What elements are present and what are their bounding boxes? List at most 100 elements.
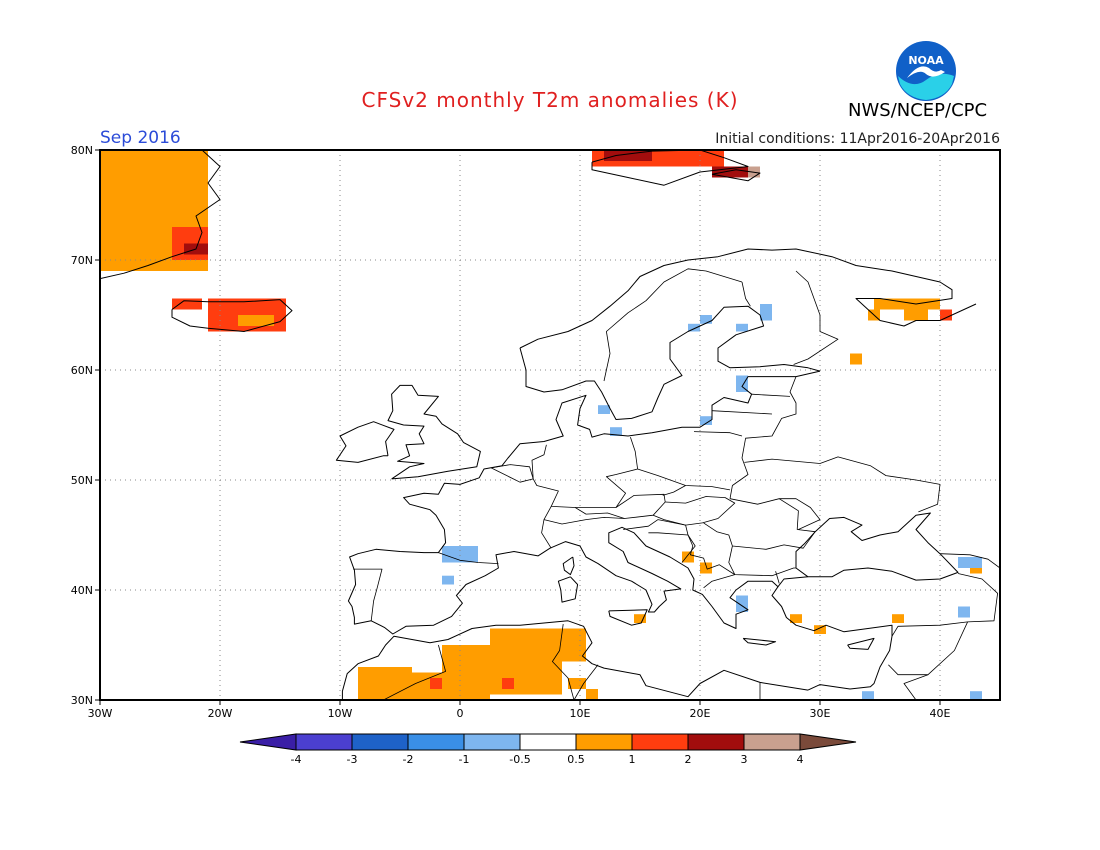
country-border <box>543 517 625 525</box>
lat-tick-label: 80N <box>71 144 93 157</box>
colorbar-arrow-low <box>239 733 297 751</box>
country-border <box>353 568 383 621</box>
anomaly-cell <box>172 298 202 310</box>
coastline <box>771 586 893 691</box>
country-border <box>653 496 736 526</box>
lon-tick-label: 20E <box>690 707 711 720</box>
country-border <box>729 376 797 499</box>
anomaly-cell <box>874 298 940 310</box>
country-border <box>891 573 998 637</box>
country-border <box>531 436 638 508</box>
lon-tick-label: 10E <box>570 707 591 720</box>
anomaly-cell <box>502 678 514 689</box>
coastline <box>562 556 575 576</box>
anomaly-cell <box>610 427 622 436</box>
lat-tick-label: 40N <box>71 584 93 597</box>
coastline <box>347 370 821 635</box>
chart-title: CFSv2 monthly T2m anomalies (K) <box>361 88 739 112</box>
country-border <box>574 493 666 519</box>
lat-tick-label: 60N <box>71 364 93 377</box>
colorbar-label: 1 <box>629 753 636 766</box>
org-label: NWS/NCEP/CPC <box>848 100 988 121</box>
anomaly-cell <box>700 416 712 425</box>
anomaly-cell <box>688 323 700 332</box>
anomaly-cell <box>904 309 928 321</box>
lon-tick-label: 10W <box>328 707 353 720</box>
coastline <box>711 169 761 182</box>
anomaly-cell <box>238 315 274 326</box>
map-frame <box>99 149 1001 701</box>
anomaly-cell <box>850 353 862 365</box>
coastline <box>519 305 821 420</box>
coastline <box>608 609 648 626</box>
anomaly-cell <box>862 691 874 700</box>
anomaly-cell <box>958 606 970 618</box>
country-border <box>903 674 929 700</box>
colorbar-bin <box>351 733 409 751</box>
lat-tick-label: 50N <box>71 474 93 487</box>
anomaly-cell <box>892 614 904 623</box>
anomaly-cell <box>700 562 712 574</box>
anomaly-cell <box>682 551 694 563</box>
coastline <box>341 620 809 700</box>
lon-tick-label: 40E <box>930 707 951 720</box>
anomaly-cell <box>442 546 478 563</box>
colorbar-bin <box>743 733 801 751</box>
colorbar-label: 0.5 <box>567 753 585 766</box>
coastline <box>171 299 293 332</box>
anomaly-cell <box>442 575 454 585</box>
coastline <box>591 150 749 186</box>
country-border <box>382 644 447 700</box>
colorbar-label: -3 <box>347 753 358 766</box>
country-border <box>662 485 686 496</box>
anomaly-cell <box>940 309 952 321</box>
anomaly-cell <box>700 315 712 324</box>
colorbar-bin <box>687 733 745 751</box>
anomaly-cell <box>760 304 772 321</box>
colorbar-bin <box>631 733 689 751</box>
country-border <box>703 498 816 550</box>
lon-tick-label: 30E <box>810 707 831 720</box>
country-border <box>603 268 743 382</box>
svg-text:NOAA: NOAA <box>908 54 944 67</box>
anomaly-cell <box>958 557 982 568</box>
country-border <box>728 545 796 577</box>
anomaly-cell <box>736 595 748 612</box>
country-border <box>648 532 696 563</box>
anomaly-cell <box>430 678 442 689</box>
anomaly-cell <box>970 691 982 700</box>
country-border <box>438 552 499 564</box>
country-border <box>491 464 534 483</box>
colorbar-bin <box>575 733 633 751</box>
lat-tick-label: 70N <box>71 254 93 267</box>
anomaly-cell <box>604 150 652 161</box>
colorbar-label: -1 <box>459 753 470 766</box>
anomaly-cell <box>568 678 586 689</box>
anomaly-cell <box>586 689 598 700</box>
country-border <box>711 410 773 415</box>
colorbar-bin <box>407 733 465 751</box>
colorbar-label: -2 <box>403 753 414 766</box>
colorbar-arrow-high <box>799 733 857 751</box>
coastline <box>387 384 481 480</box>
country-border <box>541 506 552 549</box>
colorbar-label: 3 <box>741 753 748 766</box>
country-border <box>779 498 821 530</box>
country-border <box>793 270 839 365</box>
anomaly-cell <box>358 667 412 700</box>
initial-conditions: Initial conditions: 11Apr2016-20Apr2016 <box>715 131 1000 147</box>
coastline <box>999 567 1000 618</box>
anomaly-cell <box>556 628 586 662</box>
coastline <box>742 637 777 646</box>
coastline <box>100 150 221 280</box>
country-border <box>552 624 575 700</box>
colorbar-label: -4 <box>291 753 302 766</box>
coastline <box>335 421 395 463</box>
country-border <box>939 553 1000 569</box>
colorbar-bin <box>519 733 577 751</box>
anomaly-cell <box>790 614 802 623</box>
colorbar-label: 2 <box>685 753 692 766</box>
country-border <box>693 431 743 437</box>
anomaly-cell <box>712 166 760 178</box>
